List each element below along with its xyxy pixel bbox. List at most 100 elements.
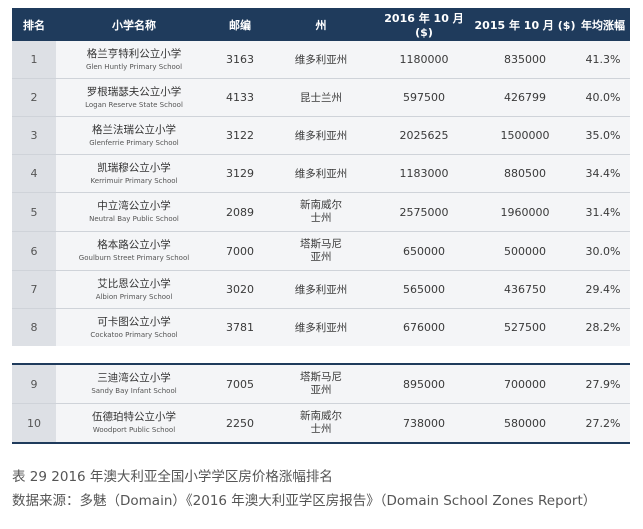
school-name-zh: 伍德珀特公立小学: [92, 411, 176, 423]
data-source-note: 数据来源：多魅（Domain）《2016 年澳大利亚学区房报告》（Domain …: [12, 493, 597, 509]
growth-cell: 27.2%: [576, 403, 630, 444]
state-text: 维多利亚州: [294, 167, 348, 180]
postcode-cell: 7005: [212, 363, 268, 404]
ranking-table-part1: 排名 小学名称 邮编 州 2016 年 10 月 ($) 2015 年 10 月…: [12, 8, 630, 346]
school-name-zh: 格本路公立小学: [97, 239, 171, 251]
postcode-cell: 3122: [212, 116, 268, 155]
school-name-zh: 罗根瑞瑟夫公立小学: [86, 85, 182, 98]
school-name-zh: 凯瑞穆公立小学: [97, 161, 171, 174]
header-price-2015: 2015 年 10 月 ($): [474, 8, 576, 41]
postcode-cell: 3129: [212, 154, 268, 193]
rank-cell: 6: [12, 231, 56, 271]
state-text: 维多利亚州: [294, 321, 348, 334]
state-cell: 新南威尔士州: [268, 403, 374, 444]
school-name-cell: 凯瑞穆公立小学 Kerrimuir Primary School: [56, 154, 212, 193]
postcode-cell: 4133: [212, 78, 268, 117]
state-cell: 新南威尔士州: [268, 192, 374, 232]
price-2015-cell: 436750: [474, 270, 576, 309]
school-name-cell: 伍德珀特公立小学 Woodport Public School: [56, 403, 212, 444]
school-name-zh: 可卡图公立小学: [97, 315, 171, 328]
state-text: 新南威尔士州: [300, 199, 342, 224]
table-row: 3 格兰法瑞公立小学 Glenferrie Primary School 3122…: [12, 116, 630, 155]
rank-cell: 3: [12, 116, 56, 155]
state-cell: 维多利亚州: [268, 154, 374, 193]
growth-cell: 30.0%: [576, 231, 630, 271]
rank-cell: 5: [12, 192, 56, 232]
price-2016-cell: 738000: [374, 403, 474, 444]
growth-cell: 40.0%: [576, 78, 630, 117]
school-name-zh: 艾比恩公立小学: [97, 277, 171, 290]
header-price-2016: 2016 年 10 月 ($): [374, 8, 474, 41]
school-name-en: Cockatoo Primary School: [90, 330, 178, 339]
table-row: 5 中立湾公立小学 Neutral Bay Public School 2089 …: [12, 192, 630, 232]
school-name-cell: 可卡图公立小学 Cockatoo Primary School: [56, 308, 212, 346]
header-annual-growth: 年均涨幅: [576, 8, 630, 41]
school-name-cell: 格兰亨特利公立小学 Glen Huntly Primary School: [56, 41, 212, 79]
table-row: 10 伍德珀特公立小学 Woodport Public School 2250 新…: [12, 403, 630, 444]
growth-cell: 29.4%: [576, 270, 630, 309]
postcode-cell: 2250: [212, 403, 268, 444]
growth-cell: 27.9%: [576, 363, 630, 404]
rank-cell: 1: [12, 41, 56, 79]
school-name-zh: 格兰亨特利公立小学: [86, 47, 182, 60]
state-text: 维多利亚州: [294, 283, 348, 296]
header-rank: 排名: [12, 8, 56, 41]
school-name-cell: 艾比恩公立小学 Albion Primary School: [56, 270, 212, 309]
table-row: 7 艾比恩公立小学 Albion Primary School 3020 维多利亚…: [12, 270, 630, 309]
postcode-cell: 3781: [212, 308, 268, 346]
school-name-en: Neutral Bay Public School: [89, 215, 179, 223]
table-caption: 表 29 2016 年澳大利亚全国小学学区房价格涨幅排名: [12, 469, 333, 485]
state-cell: 塔斯马尼亚州: [268, 363, 374, 404]
header-school-name: 小学名称: [56, 8, 212, 41]
state-cell: 昆士兰州: [268, 78, 374, 117]
table-row: 1 格兰亨特利公立小学 Glen Huntly Primary School 31…: [12, 41, 630, 79]
growth-cell: 31.4%: [576, 192, 630, 232]
school-name-en: Logan Reserve State School: [85, 100, 183, 109]
state-cell: 维多利亚州: [268, 41, 374, 79]
school-name-cell: 中立湾公立小学 Neutral Bay Public School: [56, 192, 212, 232]
price-2015-cell: 580000: [474, 403, 576, 444]
rank-cell: 10: [12, 403, 56, 444]
price-2015-cell: 1960000: [474, 192, 576, 232]
school-name-en: Glenferrie Primary School: [89, 138, 179, 147]
state-cell: 维多利亚州: [268, 308, 374, 346]
school-name-en: Sandy Bay Infant School: [91, 387, 177, 395]
price-2016-cell: 1180000: [374, 41, 474, 79]
school-name-zh: 三迪湾公立小学: [97, 372, 171, 384]
school-name-en: Glen Huntly Primary School: [85, 62, 183, 71]
state-text: 维多利亚州: [294, 53, 348, 66]
header-state: 州: [268, 8, 374, 41]
state-text: 昆士兰州: [300, 91, 342, 104]
growth-cell: 28.2%: [576, 308, 630, 346]
price-2016-cell: 1183000: [374, 154, 474, 193]
rank-cell: 9: [12, 363, 56, 404]
table-row: 6 格本路公立小学 Goulburn Street Primary School …: [12, 231, 630, 271]
growth-cell: 35.0%: [576, 116, 630, 155]
school-name-zh: 格兰法瑞公立小学: [92, 123, 176, 136]
state-text: 塔斯马尼亚州: [300, 371, 342, 396]
school-name-zh: 中立湾公立小学: [97, 200, 171, 212]
postcode-cell: 3163: [212, 41, 268, 79]
growth-cell: 41.3%: [576, 41, 630, 79]
rank-cell: 8: [12, 308, 56, 346]
postcode-cell: 3020: [212, 270, 268, 309]
growth-cell: 34.4%: [576, 154, 630, 193]
price-2015-cell: 880500: [474, 154, 576, 193]
state-cell: 塔斯马尼亚州: [268, 231, 374, 271]
price-2015-cell: 500000: [474, 231, 576, 271]
price-2016-cell: 676000: [374, 308, 474, 346]
table-row: 9 三迪湾公立小学 Sandy Bay Infant School 7005 塔斯…: [12, 363, 630, 404]
school-name-cell: 三迪湾公立小学 Sandy Bay Infant School: [56, 363, 212, 404]
price-2016-cell: 2575000: [374, 192, 474, 232]
price-2016-cell: 2025625: [374, 116, 474, 155]
postcode-cell: 2089: [212, 192, 268, 232]
school-name-cell: 格兰法瑞公立小学 Glenferrie Primary School: [56, 116, 212, 155]
price-2016-cell: 650000: [374, 231, 474, 271]
rank-cell: 2: [12, 78, 56, 117]
price-2016-cell: 565000: [374, 270, 474, 309]
school-name-en: Kerrimuir Primary School: [90, 176, 178, 185]
state-text: 新南威尔士州: [300, 410, 342, 435]
school-name-en: Woodport Public School: [92, 426, 176, 434]
rank-cell: 4: [12, 154, 56, 193]
state-cell: 维多利亚州: [268, 270, 374, 309]
